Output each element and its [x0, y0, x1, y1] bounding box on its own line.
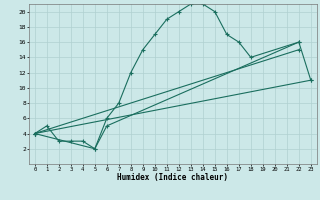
X-axis label: Humidex (Indice chaleur): Humidex (Indice chaleur): [117, 173, 228, 182]
